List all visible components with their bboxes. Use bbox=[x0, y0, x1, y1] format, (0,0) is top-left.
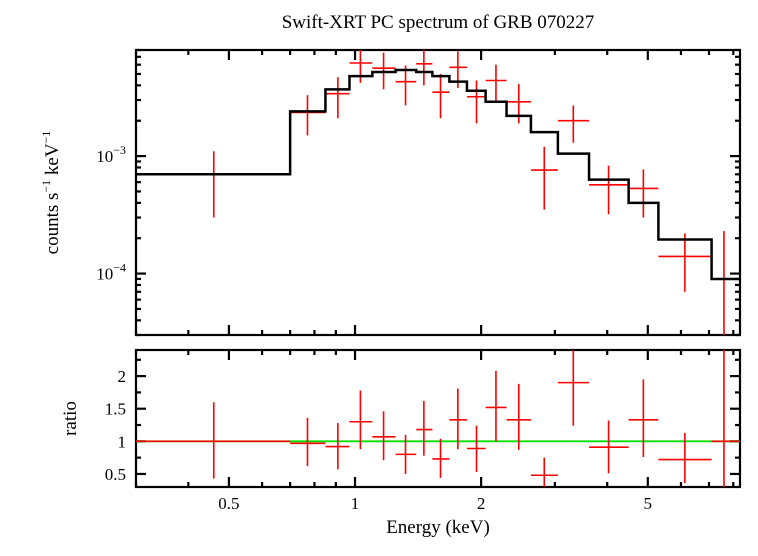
y-bottom-tick-label: 1.5 bbox=[105, 400, 126, 419]
svg-text:counts s−1 keV−1: counts s−1 keV−1 bbox=[39, 131, 63, 255]
x-tick-label: 0.5 bbox=[218, 494, 239, 513]
y-top-axis-label: counts s−1 keV−1 bbox=[39, 131, 63, 255]
bottom-plot-frame bbox=[136, 350, 740, 487]
spectrum-data-points bbox=[136, 48, 740, 343]
ratio-data-points bbox=[136, 343, 740, 492]
y-top-tick-label: 10−4 bbox=[96, 261, 126, 284]
x-tick-label: 1 bbox=[351, 494, 360, 513]
y-top-tick-label: 10−3 bbox=[96, 143, 126, 166]
y-bottom-axis-label: ratio bbox=[60, 401, 81, 436]
chart-title: Swift-XRT PC spectrum of GRB 070227 bbox=[282, 12, 595, 33]
spectrum-figure: Swift-XRT PC spectrum of GRB 070227 0.5 1 2… bbox=[0, 0, 758, 556]
model-step-curve bbox=[136, 70, 740, 279]
y-bottom-ticks bbox=[136, 360, 740, 474]
y-bottom-tick-label: 1 bbox=[118, 432, 127, 451]
x-axis-label: Energy (keV) bbox=[386, 517, 490, 538]
chart-svg: Swift-XRT PC spectrum of GRB 070227 0.5 1 2… bbox=[0, 0, 758, 556]
y-bottom-tick-label: 2 bbox=[118, 367, 127, 386]
y-bottom-tick-label: 0.5 bbox=[105, 465, 126, 484]
x-tick-label: 2 bbox=[477, 494, 486, 513]
x-tick-label: 5 bbox=[644, 494, 653, 513]
